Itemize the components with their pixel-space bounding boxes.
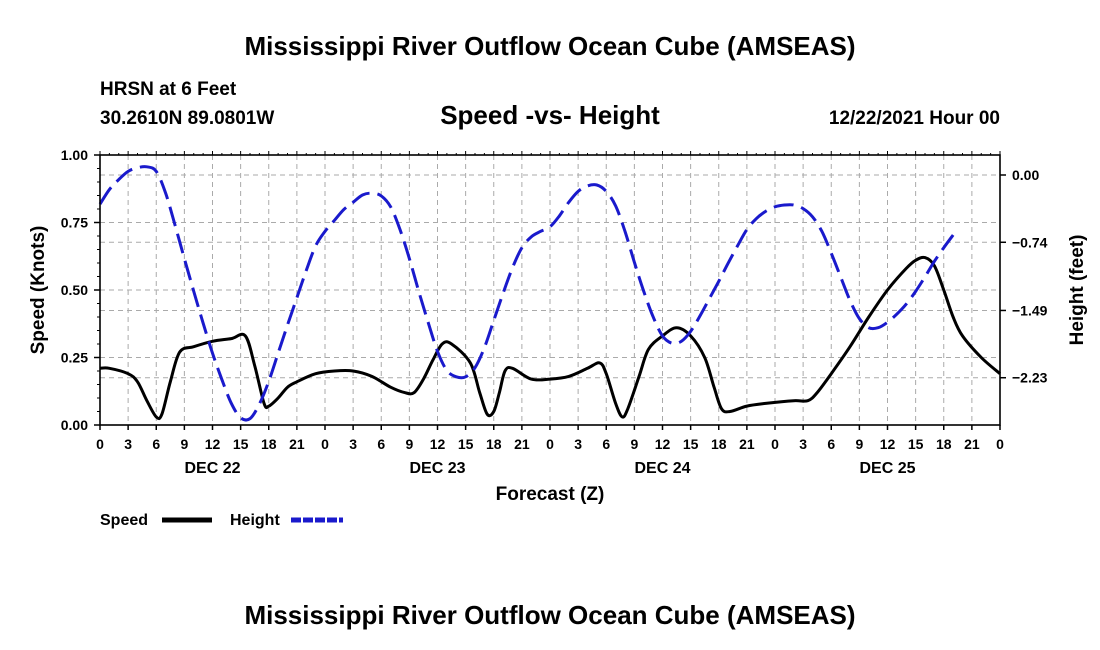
x-tick-label: 0 xyxy=(771,436,779,452)
x-tick-label: 6 xyxy=(152,436,160,452)
x-tick-label: 15 xyxy=(458,436,474,452)
day-label: DEC 23 xyxy=(409,460,465,477)
y2-tick-label: −2.23 xyxy=(1012,370,1048,386)
series-line-height xyxy=(98,165,955,422)
x-tick-label: 6 xyxy=(377,436,385,452)
x-axis-title: Forecast (Z) xyxy=(496,484,605,505)
x-tick-label: 12 xyxy=(655,436,671,452)
y-tick-label: 0.50 xyxy=(61,282,88,298)
y2-tick-label: −1.49 xyxy=(1012,302,1048,318)
footer-title: Mississippi River Outflow Ocean Cube (AM… xyxy=(244,600,855,630)
x-tick-label: 3 xyxy=(574,436,582,452)
x-tick-label: 9 xyxy=(855,436,863,452)
x-tick-label: 12 xyxy=(430,436,446,452)
x-tick-label: 18 xyxy=(486,436,502,452)
y2-tick-label: −0.74 xyxy=(1012,234,1048,250)
y-axis-title: Speed (Knots) xyxy=(28,226,49,355)
y-axis-left: 0.00 0.25 0.50 0.75 1.00 xyxy=(61,147,100,433)
x-axis: 0 3 6 9 12 15 18 21 0 3 6 9 12 15 18 21 0 3 6 9 12 15 18 21 0 3 6 9… xyxy=(96,151,1004,452)
forecast-datetime: 12/22/2021 Hour 00 xyxy=(829,108,1000,129)
legend-speed-label: Speed xyxy=(100,512,148,529)
day-label: DEC 25 xyxy=(859,460,915,477)
x-tick-label: 0 xyxy=(546,436,554,452)
x-tick-label: 6 xyxy=(827,436,835,452)
series-line-speed xyxy=(99,255,1001,421)
y2-axis-title: Height (feet) xyxy=(1067,235,1088,346)
day-labels: DEC 22 DEC 23 DEC 24 DEC 25 xyxy=(184,460,915,477)
plot-series xyxy=(98,165,1001,422)
x-tick-label: 15 xyxy=(233,436,249,452)
legend-height-label: Height xyxy=(230,512,280,529)
x-tick-label: 3 xyxy=(349,436,357,452)
x-tick-label: 12 xyxy=(880,436,896,452)
x-tick-label: 9 xyxy=(405,436,413,452)
x-tick-label: 0 xyxy=(321,436,329,452)
y-axis-right: 0.00 −0.74 −1.49 −2.23 xyxy=(1000,167,1048,386)
legend: Speed Height xyxy=(100,512,343,529)
chart-subtitle: Speed -vs- Height xyxy=(440,100,660,130)
x-tick-label: 18 xyxy=(936,436,952,452)
station-name: HRSN at 6 Feet xyxy=(100,79,237,100)
grid-lines xyxy=(100,155,1000,425)
x-tick-label: 21 xyxy=(739,436,755,452)
y-tick-label: 0.75 xyxy=(61,215,88,231)
x-tick-label: 3 xyxy=(799,436,807,452)
x-tick-label: 15 xyxy=(908,436,924,452)
day-label: DEC 22 xyxy=(184,460,240,477)
x-tick-label: 18 xyxy=(711,436,727,452)
x-tick-label: 21 xyxy=(964,436,980,452)
x-tick-label: 18 xyxy=(261,436,277,452)
station-coordinates: 30.2610N 89.0801W xyxy=(100,108,274,129)
chart-main-title: Mississippi River Outflow Ocean Cube (AM… xyxy=(244,31,855,61)
day-label: DEC 24 xyxy=(634,460,690,477)
y-tick-label: 0.25 xyxy=(61,350,88,366)
x-tick-label: 21 xyxy=(289,436,305,452)
y2-tick-label: 0.00 xyxy=(1012,167,1039,183)
x-tick-label: 6 xyxy=(602,436,610,452)
x-tick-label: 9 xyxy=(180,436,188,452)
x-tick-label: 12 xyxy=(205,436,221,452)
y-tick-label: 0.00 xyxy=(61,417,88,433)
x-tick-label: 3 xyxy=(124,436,132,452)
y-tick-label: 1.00 xyxy=(61,147,88,163)
x-tick-label: 15 xyxy=(683,436,699,452)
x-tick-label: 0 xyxy=(996,436,1004,452)
x-tick-label: 9 xyxy=(630,436,638,452)
x-tick-label: 0 xyxy=(96,436,104,452)
x-tick-label: 21 xyxy=(514,436,530,452)
